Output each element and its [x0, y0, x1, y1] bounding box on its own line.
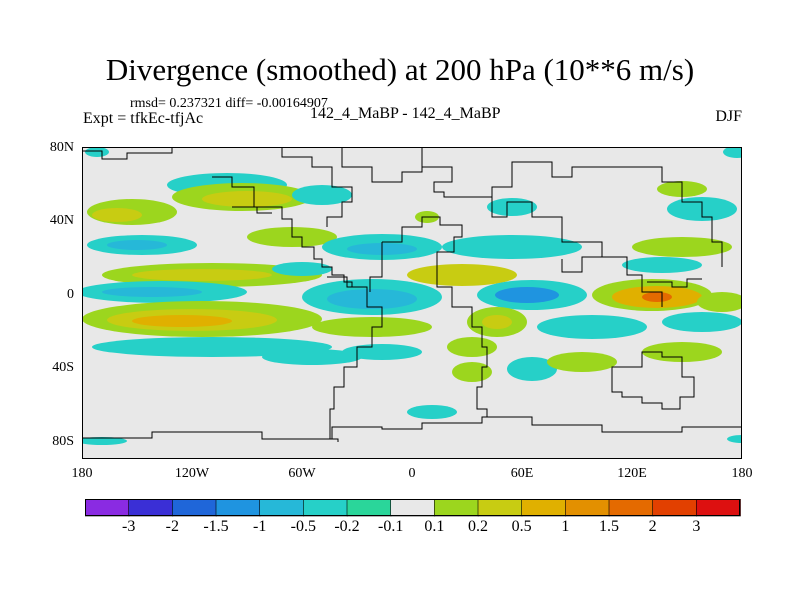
colorbar-box — [259, 499, 305, 517]
coastline-segment — [82, 147, 173, 160]
colorbar-box — [303, 499, 348, 517]
map-frame — [82, 147, 742, 459]
field-patch — [727, 435, 742, 443]
coastline-segment — [281, 147, 353, 227]
field-patch — [622, 257, 702, 273]
colorbar-box — [565, 499, 610, 517]
lon-label-60e: 60E — [510, 466, 534, 481]
season-label: DJF — [715, 108, 742, 125]
field-patch — [507, 357, 557, 381]
lon-label-0: 0 — [408, 466, 416, 481]
field-patch — [407, 264, 517, 286]
field-patch — [537, 315, 647, 339]
field-patch — [547, 352, 617, 372]
colorbar-label: 0.5 — [511, 518, 532, 535]
colorbar-box — [128, 499, 174, 517]
lat-label-eq: 0 — [67, 287, 74, 302]
colorbar-box — [434, 499, 479, 517]
field-patch — [442, 235, 582, 259]
colorbar-label: 1 — [561, 518, 570, 535]
field-patch — [107, 240, 167, 250]
field-patch — [452, 362, 492, 382]
experiment-label: Expt = tfkEc-tfjAc — [83, 110, 204, 127]
coastline-segment — [369, 242, 383, 292]
colorbar-label: -0.1 — [377, 518, 404, 535]
lat-label-40n: 40N — [49, 213, 74, 228]
field-patch — [85, 147, 109, 157]
field-patch — [447, 337, 497, 357]
coastline-segment — [382, 216, 463, 262]
field-patch — [132, 315, 232, 327]
lat-label-80n: 80N — [49, 140, 74, 155]
lon-label-180w: 180 — [71, 466, 93, 481]
colorbar-label: -0.5 — [290, 518, 316, 535]
colorbar-label: -2 — [165, 518, 179, 535]
colorbar-box — [390, 499, 436, 517]
field-patch — [262, 349, 362, 365]
coastline-segment — [561, 256, 602, 273]
colorbar-label: 0.1 — [424, 518, 445, 535]
colorbar-label: 2 — [648, 518, 657, 535]
coastline-segment — [647, 278, 702, 288]
field-patch — [202, 191, 292, 207]
field-patch — [487, 198, 537, 216]
field-patch — [327, 289, 417, 309]
coastline-segment — [82, 416, 742, 440]
rmsd-diff-stats: rmsd= 0.237321 diff= -0.00164907 — [130, 96, 328, 111]
colorbar-box — [215, 499, 261, 517]
colorbar-frame — [85, 499, 740, 516]
lat-label-40s: 40S — [52, 360, 74, 375]
colorbar-label: -1.5 — [203, 518, 229, 535]
coastline-segment — [212, 176, 353, 287]
divergence-map — [82, 147, 742, 459]
field-patch — [723, 147, 742, 158]
colorbar-box — [521, 499, 567, 517]
colorbar-label: -0.2 — [334, 518, 360, 535]
field-patch — [495, 287, 559, 303]
plot-title: Divergence (smoothed) at 200 hPa (10**6 … — [105, 52, 695, 87]
colorbar-box — [696, 499, 741, 517]
divergence-field — [82, 147, 742, 445]
lon-label-60w: 60W — [288, 466, 316, 481]
coastline-segment — [436, 262, 488, 417]
runs-label: 142_4_MaBP - 142_4_MaBP — [310, 105, 501, 122]
lon-label-180e: 180 — [731, 466, 753, 481]
field-patch — [132, 269, 272, 281]
colorbar — [85, 499, 741, 517]
field-patch — [272, 262, 332, 276]
lon-label-120w: 120W — [174, 466, 210, 481]
field-patch — [632, 237, 732, 257]
field-patch — [407, 405, 457, 419]
coastline-segment — [611, 351, 695, 410]
colorbar-box — [477, 499, 523, 517]
field-patch — [102, 287, 202, 297]
lon-label-120e: 120E — [617, 466, 647, 481]
coastline-segment — [421, 147, 723, 267]
colorbar-label: 1.5 — [599, 518, 619, 535]
coastline-segment — [327, 276, 383, 442]
field-patch — [642, 292, 672, 302]
coastline-segment — [232, 206, 272, 214]
field-patch — [292, 185, 352, 205]
colorbar-label: -3 — [121, 518, 136, 535]
colorbar-box — [85, 499, 130, 517]
field-patch — [342, 344, 422, 360]
field-patch — [82, 437, 127, 445]
coastline-segment — [491, 197, 663, 307]
coastlines — [82, 147, 742, 442]
colorbar-box — [652, 499, 698, 517]
coastline-segment — [341, 147, 423, 183]
colorbar-label: -1 — [252, 518, 267, 535]
lat-label-80s: 80S — [52, 434, 74, 449]
colorbar-box — [346, 499, 392, 517]
field-patch — [92, 208, 142, 222]
field-patch — [92, 337, 332, 357]
field-patch — [482, 315, 512, 329]
colorbar-label: 3 — [692, 518, 701, 535]
field-patch — [662, 312, 742, 332]
colorbar-box — [172, 499, 217, 517]
field-patch — [697, 292, 742, 312]
colorbar-box — [608, 499, 654, 517]
colorbar-label: 0.2 — [468, 518, 488, 535]
